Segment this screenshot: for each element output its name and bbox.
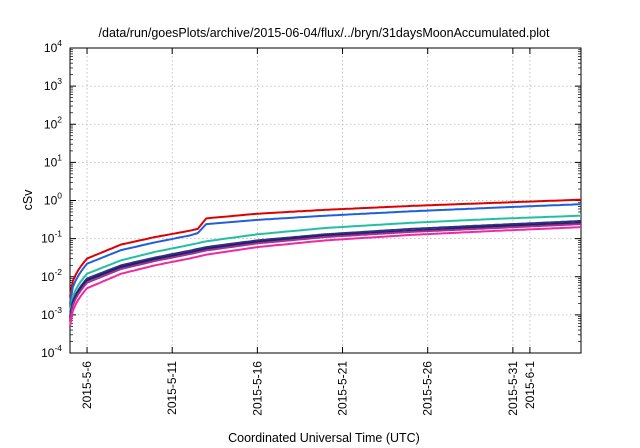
x-tick-label: 2015-5-26: [421, 361, 435, 416]
x-axis-label: Coordinated Universal Time (UTC): [228, 431, 420, 445]
y-axis-label: cSv: [21, 189, 35, 211]
y-tick-label: 10-2: [41, 267, 62, 284]
x-tick-label: 2015-6-1: [523, 361, 537, 409]
series-group: [69, 198, 582, 327]
series-line-5: [69, 221, 582, 319]
y-tick-label: 102: [44, 114, 62, 131]
y-tick-base: 10: [41, 270, 55, 284]
x-tick-label: 2015-5-16: [250, 361, 264, 416]
y-tick-label: 101: [44, 152, 62, 169]
series-line-6: [69, 223, 582, 321]
y-tick-exponent: 2: [57, 114, 62, 124]
x-tick-label: 2015-5-31: [506, 361, 520, 416]
y-tick-label: 100: [44, 191, 62, 208]
y-tick-label: 10-1: [41, 229, 62, 246]
chart-title: /data/run/goesPlots/archive/2015-06-04/f…: [99, 26, 550, 40]
y-tick-exponent: 3: [57, 76, 62, 86]
y-tick-base: 10: [41, 308, 55, 322]
y-tick-exponent: -2: [54, 267, 62, 277]
y-tick-exponent: -3: [54, 305, 62, 315]
y-tick-label: 10-3: [41, 305, 62, 322]
y-tick-base: 10: [44, 194, 58, 208]
series-line-3: [69, 214, 582, 313]
series-line-2: [69, 203, 582, 304]
y-tick-base: 10: [44, 41, 58, 55]
y-tick-exponent: -1: [54, 229, 62, 239]
x-axis: 2015-5-6 2015-5-11 2015-5-16 2015-5-21 2015-…: [80, 48, 537, 416]
x-tick-label: 2015-5-11: [165, 361, 179, 415]
y-tick-exponent: 4: [57, 38, 62, 48]
y-tick-base: 10: [44, 155, 58, 169]
series-line-7: [69, 226, 582, 327]
y-tick-base: 10: [44, 79, 58, 93]
y-tick-exponent: -4: [54, 343, 62, 353]
y-tick-base: 10: [41, 346, 55, 360]
x-tick-label: 2015-5-21: [336, 361, 350, 416]
x-tick-label: 2015-5-6: [80, 361, 94, 409]
series-line-1: [69, 198, 582, 297]
y-tick-base: 10: [41, 232, 55, 246]
grid: [70, 48, 581, 353]
y-tick-base: 10: [44, 117, 58, 131]
series-line-4: [69, 220, 582, 317]
y-tick-label: 103: [44, 76, 62, 93]
y-tick-label: 10-4: [41, 343, 62, 360]
y-tick-exponent: 0: [57, 191, 62, 201]
y-tick-exponent: 1: [57, 152, 62, 162]
y-tick-label: 104: [44, 38, 62, 55]
